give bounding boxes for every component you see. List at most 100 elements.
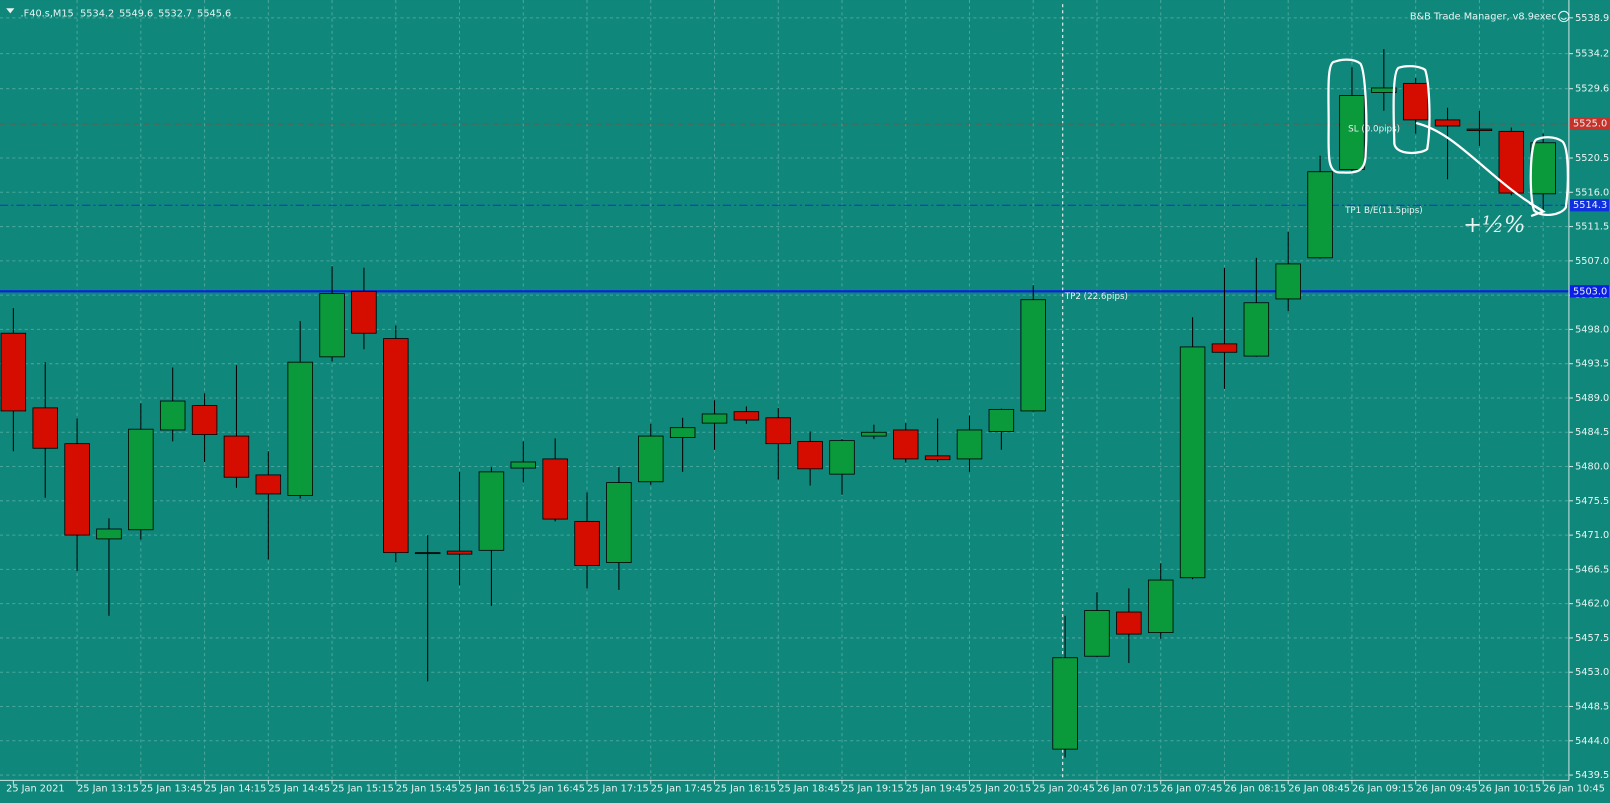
candle-body (638, 435, 664, 483)
candle-body (128, 428, 154, 531)
x-tick-label: 26 Jan 10:15 (1479, 784, 1541, 795)
header-price: 5532.7 (158, 8, 192, 19)
x-tick-label: 25 Jan 20:45 (1033, 784, 1095, 795)
x-tick-label: 26 Jan 08:15 (1224, 784, 1286, 795)
candle-body (669, 427, 696, 438)
candle-body (1275, 263, 1301, 300)
x-tick-label: 26 Jan 09:45 (1416, 784, 1478, 795)
y-tick-label: 5444.0 (1575, 736, 1609, 747)
y-tick-label: 5439.5 (1575, 770, 1609, 781)
y-tick-label: 5534.2 (1575, 49, 1609, 60)
menu-arrow[interactable] (6, 8, 15, 14)
y-tick-label: 5507.0 (1575, 256, 1609, 267)
candle-body (1147, 579, 1174, 634)
y-tick-label: 5457.5 (1575, 633, 1609, 644)
x-tick-label: 25 Jan 18:15 (715, 784, 777, 795)
x-tick-label: 26 Jan 07:15 (1097, 784, 1159, 795)
candle-body (988, 408, 1015, 432)
levels (0, 123, 1569, 293)
x-tick-label: 25 Jan 13:45 (141, 784, 203, 795)
candle-body (478, 471, 505, 551)
price-tag (1569, 199, 1609, 212)
candle-body (1211, 343, 1238, 353)
axes: 5538.9 5534.2 5529.6 5520.5 5516.0 5511.5 5507… (6, 13, 1609, 795)
candle-body (1371, 87, 1397, 93)
candle-body (542, 458, 568, 520)
candle-body (319, 293, 345, 358)
level-labels: SL (0.0pips) 5525.0 TP1 B/E(11.5pips) 5514.… (1064, 117, 1609, 302)
hand-drawing (1327, 58, 1569, 217)
x-tick-label: 25 Jan 14:15 (205, 784, 267, 795)
candle-body (861, 431, 887, 437)
candle-body (191, 405, 218, 435)
candle-body (414, 552, 441, 555)
x-tick-label: 26 Jan 08:45 (1288, 784, 1350, 795)
y-tick-label: 5475.5 (1575, 496, 1609, 507)
candle-body (574, 520, 600, 566)
x-tick-label: 26 Jan 07:45 (1161, 784, 1223, 795)
y-tick-label: 5516.0 (1575, 187, 1609, 198)
candle-body (829, 440, 855, 475)
candle-body (1052, 657, 1078, 750)
handwritten-note: +½% (1463, 212, 1525, 238)
price-tag (1569, 117, 1609, 130)
x-tick-label: 25 Jan 15:45 (396, 784, 458, 795)
candles (0, 49, 1556, 758)
expert-name: B&B Trade Manager, v8.9exec (1410, 11, 1557, 22)
y-tick-label: 5520.5 (1575, 153, 1609, 164)
candle-body (1434, 119, 1461, 127)
candle-body (351, 290, 377, 334)
y-tick-label: 5511.5 (1575, 222, 1609, 233)
x-tick-label: 25 Jan 13:15 (77, 784, 139, 795)
y-tick-label: 5453.0 (1575, 667, 1609, 678)
x-tick-label: 25 Jan 20:15 (969, 784, 1031, 795)
header-price: 5534.2 (80, 8, 114, 19)
x-tick-label: 26 Jan 10:45 (1543, 784, 1605, 795)
x-tick-label: 25 Jan 15:15 (332, 784, 394, 795)
y-tick-label: 5462.0 (1575, 599, 1609, 610)
y-tick-label: 5493.5 (1575, 359, 1609, 370)
candle-body (287, 361, 313, 496)
candle-body (1020, 299, 1046, 412)
candle-body (956, 429, 983, 460)
y-tick-label: 5529.6 (1575, 84, 1609, 95)
y-tick-label: 5466.5 (1575, 564, 1609, 575)
y-tick-label: 5471.0 (1575, 530, 1609, 541)
x-tick-label: 25 Jan 17:15 (587, 784, 649, 795)
candle-body (701, 413, 728, 424)
candle-body (64, 443, 90, 536)
y-tick-label: 5538.9 (1575, 13, 1609, 24)
level-label: TP1 B/E(11.5pips) (1344, 206, 1423, 216)
candle-body (255, 474, 282, 495)
y-tick-label: 5489.0 (1575, 393, 1609, 404)
candle-body (1179, 346, 1206, 579)
candle-body (924, 455, 951, 461)
level-label: TP2 (22.6pips) (1064, 292, 1128, 302)
candle-body (733, 411, 760, 421)
level-label: SL (0.0pips) (1348, 124, 1400, 134)
candle-body (223, 435, 250, 478)
x-tick-label: 25 Jan 19:45 (906, 784, 968, 795)
x-tick-label: 25 Jan 2021 (6, 784, 64, 795)
x-tick-label: 26 Jan 09:15 (1352, 784, 1414, 795)
candle-body (797, 440, 823, 470)
grid (0, 0, 1569, 781)
header-price: 5545.6 (197, 8, 231, 19)
candle-body (1243, 302, 1270, 357)
x-tick-label: 25 Jan 17:45 (651, 784, 713, 795)
y-tick-label: 5448.5 (1575, 701, 1609, 712)
price-tag (1569, 285, 1609, 298)
candle-body (1402, 82, 1429, 121)
candle-body (510, 461, 537, 469)
x-tick-label: 25 Jan 14:45 (268, 784, 330, 795)
header-prices: 5534.2 5549.6 5532.7 5545.6 (80, 8, 231, 19)
candle-body (32, 407, 58, 449)
candle-body (1116, 611, 1142, 635)
header-price: 5549.6 (119, 8, 153, 19)
x-tick-label: 25 Jan 18:45 (778, 784, 840, 795)
y-tick-label: 5484.5 (1575, 427, 1609, 438)
candle-body (1307, 171, 1333, 259)
